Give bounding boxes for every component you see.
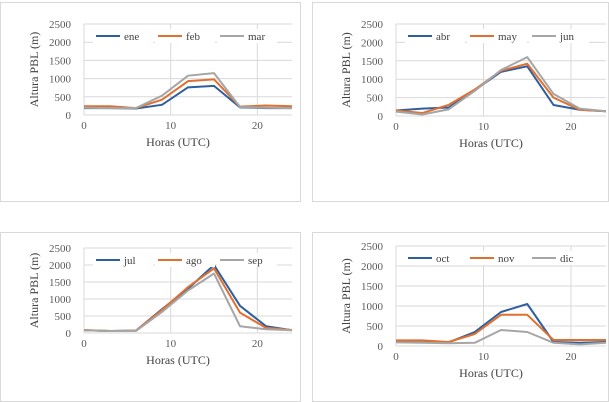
legend-bg bbox=[93, 29, 153, 43]
x-tick-label: 20 bbox=[252, 338, 264, 350]
legend-bg bbox=[155, 29, 215, 43]
legend-bg bbox=[93, 253, 153, 267]
chart-panel-2: 0 500 1000 1500 2000 2500 0 10 20 Horas (UTC) Altu… bbox=[312, 2, 609, 202]
legend-bg bbox=[155, 253, 215, 267]
x-axis-label: Horas (UTC) bbox=[459, 136, 523, 150]
y-axis-label: Altura PBL (m) bbox=[339, 258, 353, 334]
series-line-abr bbox=[395, 65, 607, 113]
x-tick-label: 20 bbox=[566, 351, 578, 363]
x-axis-label: Horas (UTC) bbox=[459, 366, 523, 380]
legend-bg bbox=[467, 29, 527, 43]
x-tick-label: 20 bbox=[252, 120, 264, 132]
y-axis-label: Altura PBL (m) bbox=[339, 32, 353, 108]
legend-label-jul: jul bbox=[123, 255, 136, 267]
series-line-nov bbox=[396, 313, 606, 343]
y-tick-label: 500 bbox=[367, 93, 384, 105]
y-tick-label: 2500 bbox=[361, 241, 384, 253]
y-tick-label: 1500 bbox=[361, 281, 384, 293]
y-tick-label: 2000 bbox=[49, 260, 72, 272]
chart-panel-4: 0 500 1000 1500 2000 2500 0 10 20 Horas (UTC) Altu… bbox=[312, 232, 609, 402]
legend-label-oct: oct bbox=[436, 253, 449, 265]
x-tick-label: 10 bbox=[165, 120, 177, 132]
legend-label-abr: abr bbox=[436, 31, 450, 43]
y-tick-label: 1500 bbox=[361, 56, 384, 68]
y-tick-label: 1000 bbox=[49, 74, 72, 86]
chart-panel-3: 0 500 1000 1500 2000 2500 0 10 20 Horas (UTC) Altu… bbox=[0, 232, 301, 402]
series-line-mar bbox=[83, 72, 293, 110]
y-tick-label: 500 bbox=[55, 92, 72, 104]
y-tick-label: 500 bbox=[55, 311, 72, 323]
series-line-oct bbox=[396, 303, 607, 344]
y-tick-label: 1500 bbox=[49, 277, 72, 289]
legend-label-ene: ene bbox=[124, 31, 139, 43]
legend-bg bbox=[529, 251, 589, 265]
x-tick-label: 10 bbox=[478, 121, 490, 133]
legend-label-jun: jun bbox=[559, 31, 575, 43]
legend-label-may: may bbox=[498, 31, 517, 43]
y-tick-label: 1000 bbox=[49, 294, 72, 306]
series-line-dic bbox=[395, 329, 607, 346]
x-tick-label: 20 bbox=[566, 121, 578, 133]
y-tick-label: 500 bbox=[367, 321, 384, 333]
series-line-jul bbox=[83, 264, 293, 332]
legend-label-dic: dic bbox=[560, 253, 574, 265]
y-tick-label: 0 bbox=[66, 110, 72, 122]
chart-svg-3: 0 500 1000 1500 2000 2500 0 10 20 Horas (UTC) Altu… bbox=[27, 243, 293, 367]
y-tick-label: 2000 bbox=[361, 261, 384, 273]
chart-panel-1: 0 500 1000 1500 2000 2500 0 10 20 Horas (UTC) Altu… bbox=[0, 2, 301, 202]
x-tick-label: 0 bbox=[81, 120, 87, 132]
x-tick-label: 10 bbox=[478, 351, 490, 363]
y-tick-label: 2000 bbox=[49, 37, 72, 49]
y-tick-label: 2500 bbox=[361, 19, 384, 31]
y-tick-label: 0 bbox=[66, 328, 72, 340]
x-tick-label: 0 bbox=[393, 121, 399, 133]
legend-label-sep: sep bbox=[248, 255, 263, 267]
legend-bg bbox=[217, 29, 277, 43]
x-tick-label: 0 bbox=[81, 338, 87, 350]
legend-bg bbox=[405, 29, 465, 43]
y-tick-label: 0 bbox=[378, 111, 384, 123]
legend-bg bbox=[529, 29, 589, 43]
legend-label-feb: feb bbox=[186, 31, 201, 43]
chart-svg-2: 0 500 1000 1500 2000 2500 0 10 20 Horas (UTC) Altu… bbox=[339, 19, 607, 150]
y-tick-label: 2500 bbox=[49, 243, 72, 255]
x-tick-label: 10 bbox=[165, 338, 177, 350]
series-line-jun bbox=[395, 56, 607, 116]
y-axis-label: Altura PBL (m) bbox=[27, 32, 41, 108]
y-tick-label: 1500 bbox=[49, 55, 72, 67]
chart-svg-1: 0 500 1000 1500 2000 2500 0 10 20 Horas (UTC) Altu… bbox=[27, 19, 293, 149]
chart-svg-4: 0 500 1000 1500 2000 2500 0 10 20 Horas (UTC) Altu… bbox=[339, 241, 607, 380]
y-tick-label: 2000 bbox=[361, 37, 384, 49]
x-tick-label: 0 bbox=[393, 351, 399, 363]
legend-bg bbox=[467, 251, 527, 265]
y-tick-label: 1000 bbox=[361, 301, 384, 313]
legend-bg bbox=[217, 253, 277, 267]
y-tick-label: 2500 bbox=[49, 19, 72, 31]
y-tick-label: 1000 bbox=[361, 74, 384, 86]
y-axis-label: Altura PBL (m) bbox=[27, 253, 41, 329]
legend-label-nov: nov bbox=[498, 253, 515, 265]
x-axis-label: Horas (UTC) bbox=[146, 135, 210, 149]
series-line-feb bbox=[84, 78, 293, 110]
legend-label-mar: mar bbox=[248, 31, 265, 43]
series-line-sep bbox=[83, 272, 293, 332]
y-tick-label: 0 bbox=[378, 341, 384, 353]
legend-label-ago: ago bbox=[186, 255, 202, 267]
legend-bg bbox=[405, 251, 465, 265]
x-axis-label: Horas (UTC) bbox=[146, 353, 210, 367]
